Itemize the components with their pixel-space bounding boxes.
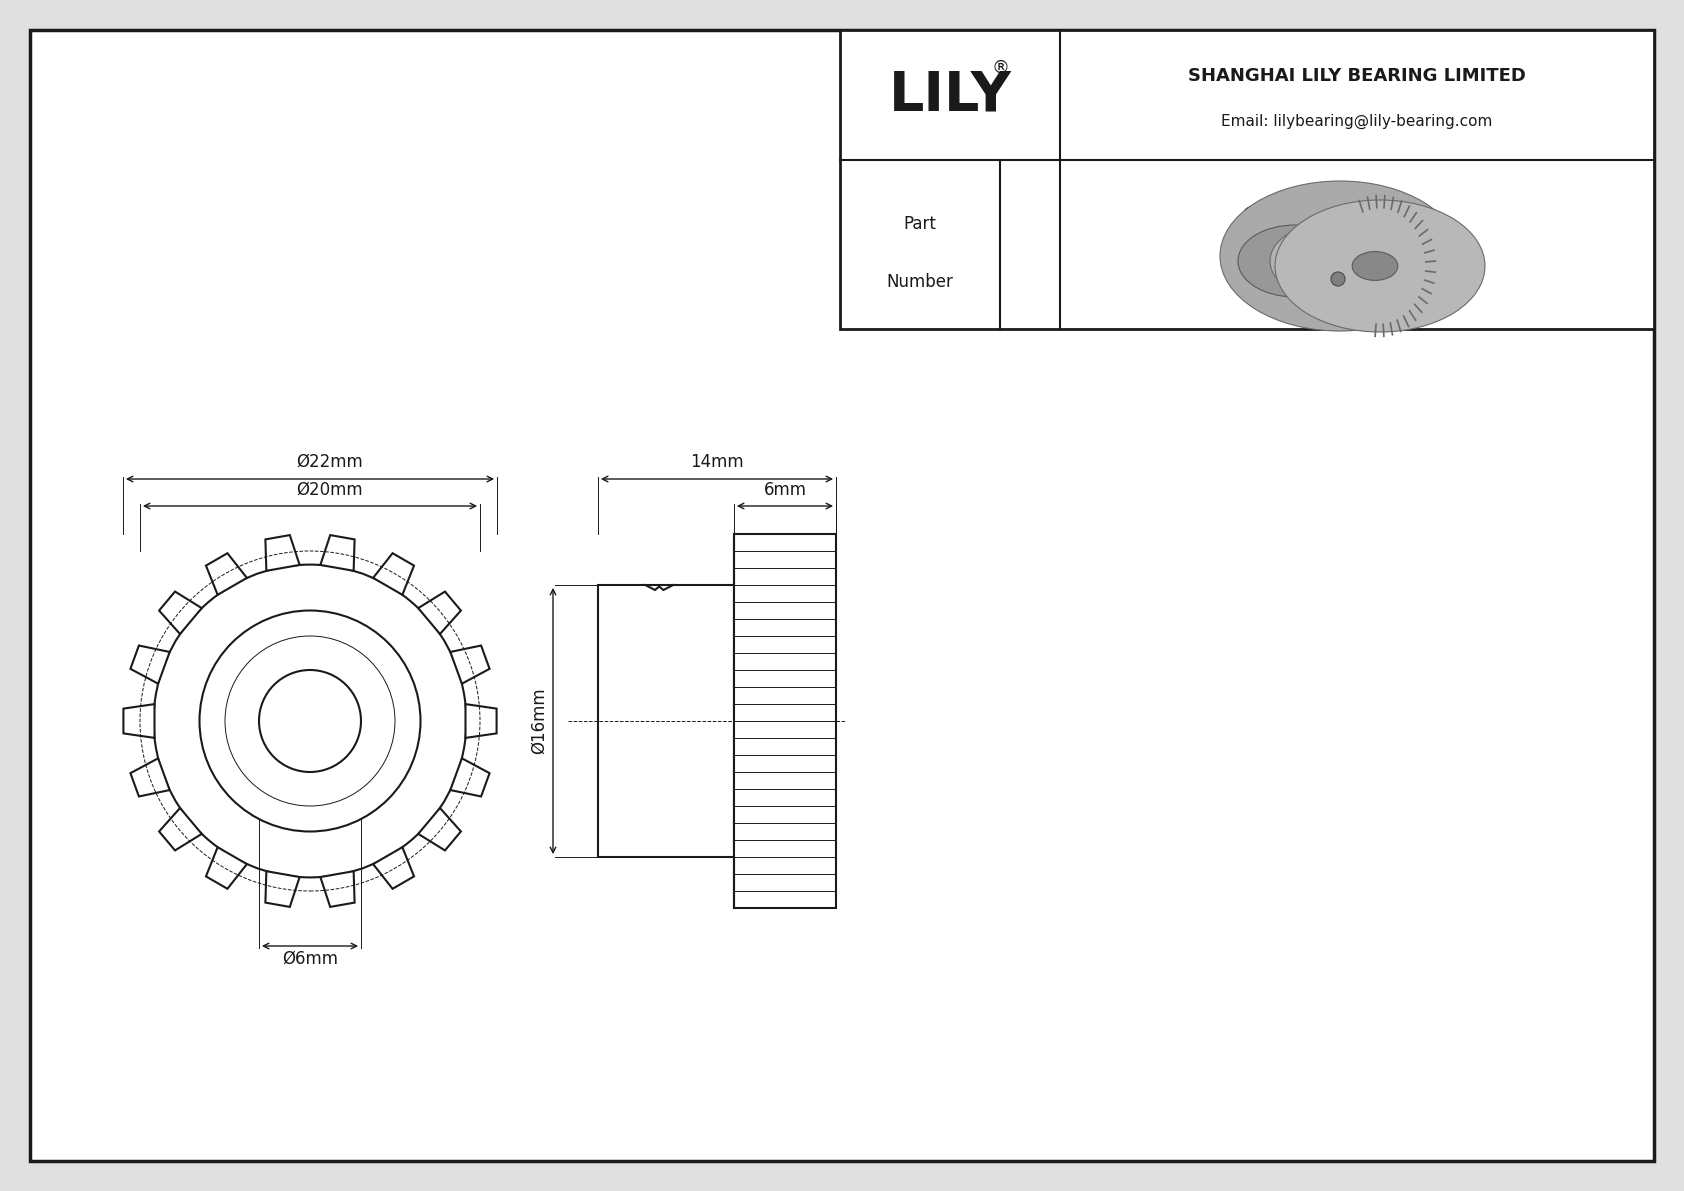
Circle shape	[153, 565, 466, 878]
Polygon shape	[158, 592, 202, 634]
Text: CGGENEHD: CGGENEHD	[1241, 205, 1413, 233]
Text: Ø22mm: Ø22mm	[296, 453, 364, 470]
Polygon shape	[266, 535, 300, 570]
Text: Ø16mm: Ø16mm	[530, 687, 547, 754]
Circle shape	[1330, 272, 1346, 286]
Polygon shape	[130, 646, 170, 684]
Ellipse shape	[1238, 225, 1352, 297]
Polygon shape	[123, 704, 155, 738]
Polygon shape	[205, 553, 248, 594]
Polygon shape	[418, 592, 461, 634]
Polygon shape	[205, 847, 248, 888]
Polygon shape	[320, 535, 355, 570]
Polygon shape	[374, 553, 414, 594]
Text: Part: Part	[904, 216, 936, 233]
Text: Gears: Gears	[1298, 282, 1356, 301]
Text: LILY: LILY	[889, 69, 1012, 123]
Text: Email: lilybearing@lily-bearing.com: Email: lilybearing@lily-bearing.com	[1221, 113, 1492, 129]
Polygon shape	[320, 871, 355, 906]
Polygon shape	[418, 807, 461, 850]
Ellipse shape	[1270, 223, 1389, 299]
Text: Ø20mm: Ø20mm	[296, 481, 364, 499]
Text: SHANGHAI LILY BEARING LIMITED: SHANGHAI LILY BEARING LIMITED	[1189, 68, 1526, 86]
Ellipse shape	[1219, 181, 1460, 331]
Text: 14mm: 14mm	[690, 453, 744, 470]
Polygon shape	[450, 759, 490, 797]
Polygon shape	[450, 646, 490, 684]
Polygon shape	[266, 871, 300, 906]
Bar	[840, 30, 1654, 329]
Bar	[734, 534, 835, 908]
Text: 6mm: 6mm	[763, 481, 807, 499]
Circle shape	[259, 671, 360, 772]
Text: Ø6mm: Ø6mm	[281, 950, 338, 968]
Text: Number: Number	[886, 273, 953, 291]
Circle shape	[199, 611, 421, 831]
Bar	[598, 585, 734, 858]
Polygon shape	[465, 704, 497, 738]
Circle shape	[226, 636, 396, 806]
Text: ®: ®	[990, 58, 1009, 76]
Ellipse shape	[1275, 200, 1485, 332]
Polygon shape	[374, 847, 414, 888]
Polygon shape	[158, 807, 202, 850]
Ellipse shape	[1352, 251, 1398, 280]
Polygon shape	[130, 759, 170, 797]
